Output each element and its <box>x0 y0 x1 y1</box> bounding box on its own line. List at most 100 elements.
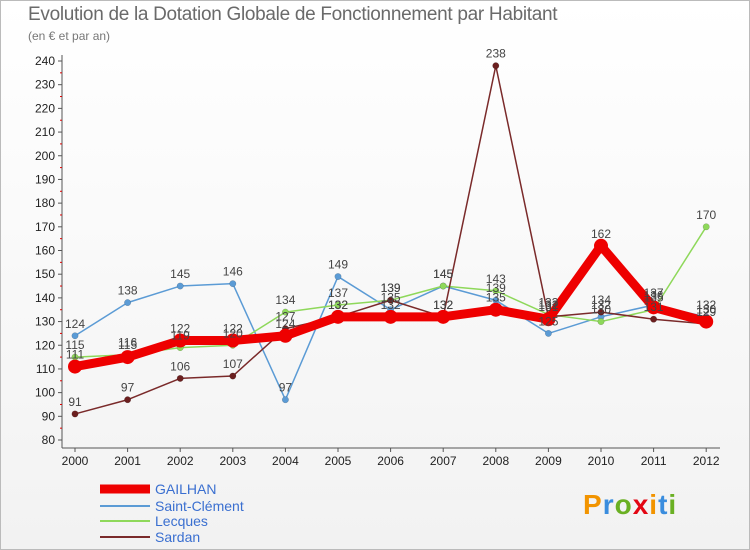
y-tick-label: 130 <box>35 315 55 329</box>
data-point-0 <box>331 309 345 324</box>
data-label: 122 <box>223 322 243 336</box>
logo-letter: i <box>649 489 659 520</box>
proxiti-logo: Proxiti <box>583 489 677 521</box>
series-layer <box>68 62 714 418</box>
data-point-0 <box>488 302 503 317</box>
y-tick-label: 220 <box>35 101 55 115</box>
data-point-0 <box>646 300 661 315</box>
data-point-3 <box>492 62 500 70</box>
data-point-1 <box>71 332 79 340</box>
data-point-3 <box>176 374 184 382</box>
chart-subtitle: (en € et par an) <box>28 29 111 43</box>
x-tick-label: 2011 <box>641 454 667 468</box>
data-label: 139 <box>486 281 506 295</box>
data-label: 127 <box>275 310 295 324</box>
x-tick-label: 2007 <box>430 454 457 468</box>
y-tick-label: 190 <box>35 172 55 186</box>
data-label: 131 <box>644 300 664 314</box>
y-tick-label: 100 <box>35 386 55 400</box>
data-label: 131 <box>538 300 558 314</box>
chart-axes: 8090100110120130140150160170180190200210… <box>35 54 720 468</box>
logo-letter: x <box>632 489 650 520</box>
data-label: 132 <box>433 298 453 312</box>
data-point-2 <box>597 318 605 326</box>
data-point-1 <box>281 396 289 404</box>
x-tick-label: 2003 <box>219 454 246 468</box>
data-label: 149 <box>328 258 348 272</box>
data-label: 135 <box>644 291 664 305</box>
x-tick-label: 2006 <box>377 454 404 468</box>
data-label: 135 <box>486 291 506 305</box>
data-point-3 <box>597 308 605 316</box>
y-tick-label: 90 <box>42 409 56 423</box>
logo-letter: t <box>658 489 669 520</box>
x-tick-label: 2005 <box>325 454 352 468</box>
x-tick-label: 2008 <box>482 454 509 468</box>
data-point-2 <box>702 223 710 231</box>
data-label: 145 <box>433 267 453 281</box>
data-label: 145 <box>433 267 453 281</box>
x-tick-label: 2010 <box>588 454 615 468</box>
legend-label: Sardan <box>155 529 200 545</box>
y-tick-label: 140 <box>35 291 55 305</box>
data-label: 143 <box>486 272 506 286</box>
y-tick-label: 210 <box>35 125 55 139</box>
data-point-3 <box>387 296 395 304</box>
data-label: 130 <box>591 303 611 317</box>
data-label: 125 <box>538 314 558 328</box>
data-label: 120 <box>223 326 243 340</box>
data-label: 107 <box>223 357 243 371</box>
chart-title: Evolution de la Dotation Globale de Fonc… <box>28 4 558 25</box>
data-label: 91 <box>68 395 82 409</box>
data-label: 136 <box>644 288 664 302</box>
data-label: 170 <box>696 208 716 222</box>
data-label: 111 <box>66 348 85 362</box>
x-tick-label: 2001 <box>114 454 141 468</box>
y-tick-label: 230 <box>35 78 55 92</box>
data-label: 162 <box>591 227 611 241</box>
data-label: 115 <box>118 338 137 352</box>
x-tick-label: 2002 <box>167 454 194 468</box>
data-label: 97 <box>279 381 293 395</box>
data-point-2 <box>334 301 342 309</box>
logo-letter: P <box>583 489 603 520</box>
data-point-0 <box>436 309 451 324</box>
y-tick-label: 170 <box>35 220 55 234</box>
data-label: 139 <box>381 281 401 295</box>
data-point-0 <box>225 333 240 348</box>
data-point-3 <box>71 410 79 418</box>
y-tick-label: 80 <box>42 433 56 447</box>
data-point-2 <box>281 308 289 316</box>
data-point-3 <box>650 315 658 323</box>
data-point-0 <box>120 350 135 365</box>
data-label: 97 <box>121 381 135 395</box>
y-tick-label: 240 <box>35 54 55 68</box>
data-label: 116 <box>118 336 137 350</box>
data-label: 119 <box>171 329 190 343</box>
data-label: 137 <box>644 286 664 300</box>
data-label: 138 <box>118 284 138 298</box>
y-tick-label: 200 <box>35 149 55 163</box>
data-label: 145 <box>170 267 190 281</box>
data-label: 124 <box>275 317 295 331</box>
data-point-1 <box>334 273 342 281</box>
y-tick-label: 160 <box>35 244 55 258</box>
data-label: 238 <box>486 47 506 61</box>
data-label: 132 <box>381 298 401 312</box>
data-point-0 <box>68 359 82 374</box>
data-label: 132 <box>591 298 611 312</box>
data-point-1 <box>176 282 184 290</box>
data-point-3 <box>124 396 132 404</box>
y-tick-label: 120 <box>35 338 55 352</box>
data-label: 106 <box>170 359 190 373</box>
x-tick-label: 2004 <box>272 454 299 468</box>
data-point-2 <box>492 287 500 295</box>
data-label: 132 <box>328 298 348 312</box>
data-point-0 <box>278 328 293 343</box>
legend-label: Saint-Clément <box>155 498 244 514</box>
logo-letter: o <box>614 489 633 520</box>
x-tick-label: 2012 <box>693 454 720 468</box>
